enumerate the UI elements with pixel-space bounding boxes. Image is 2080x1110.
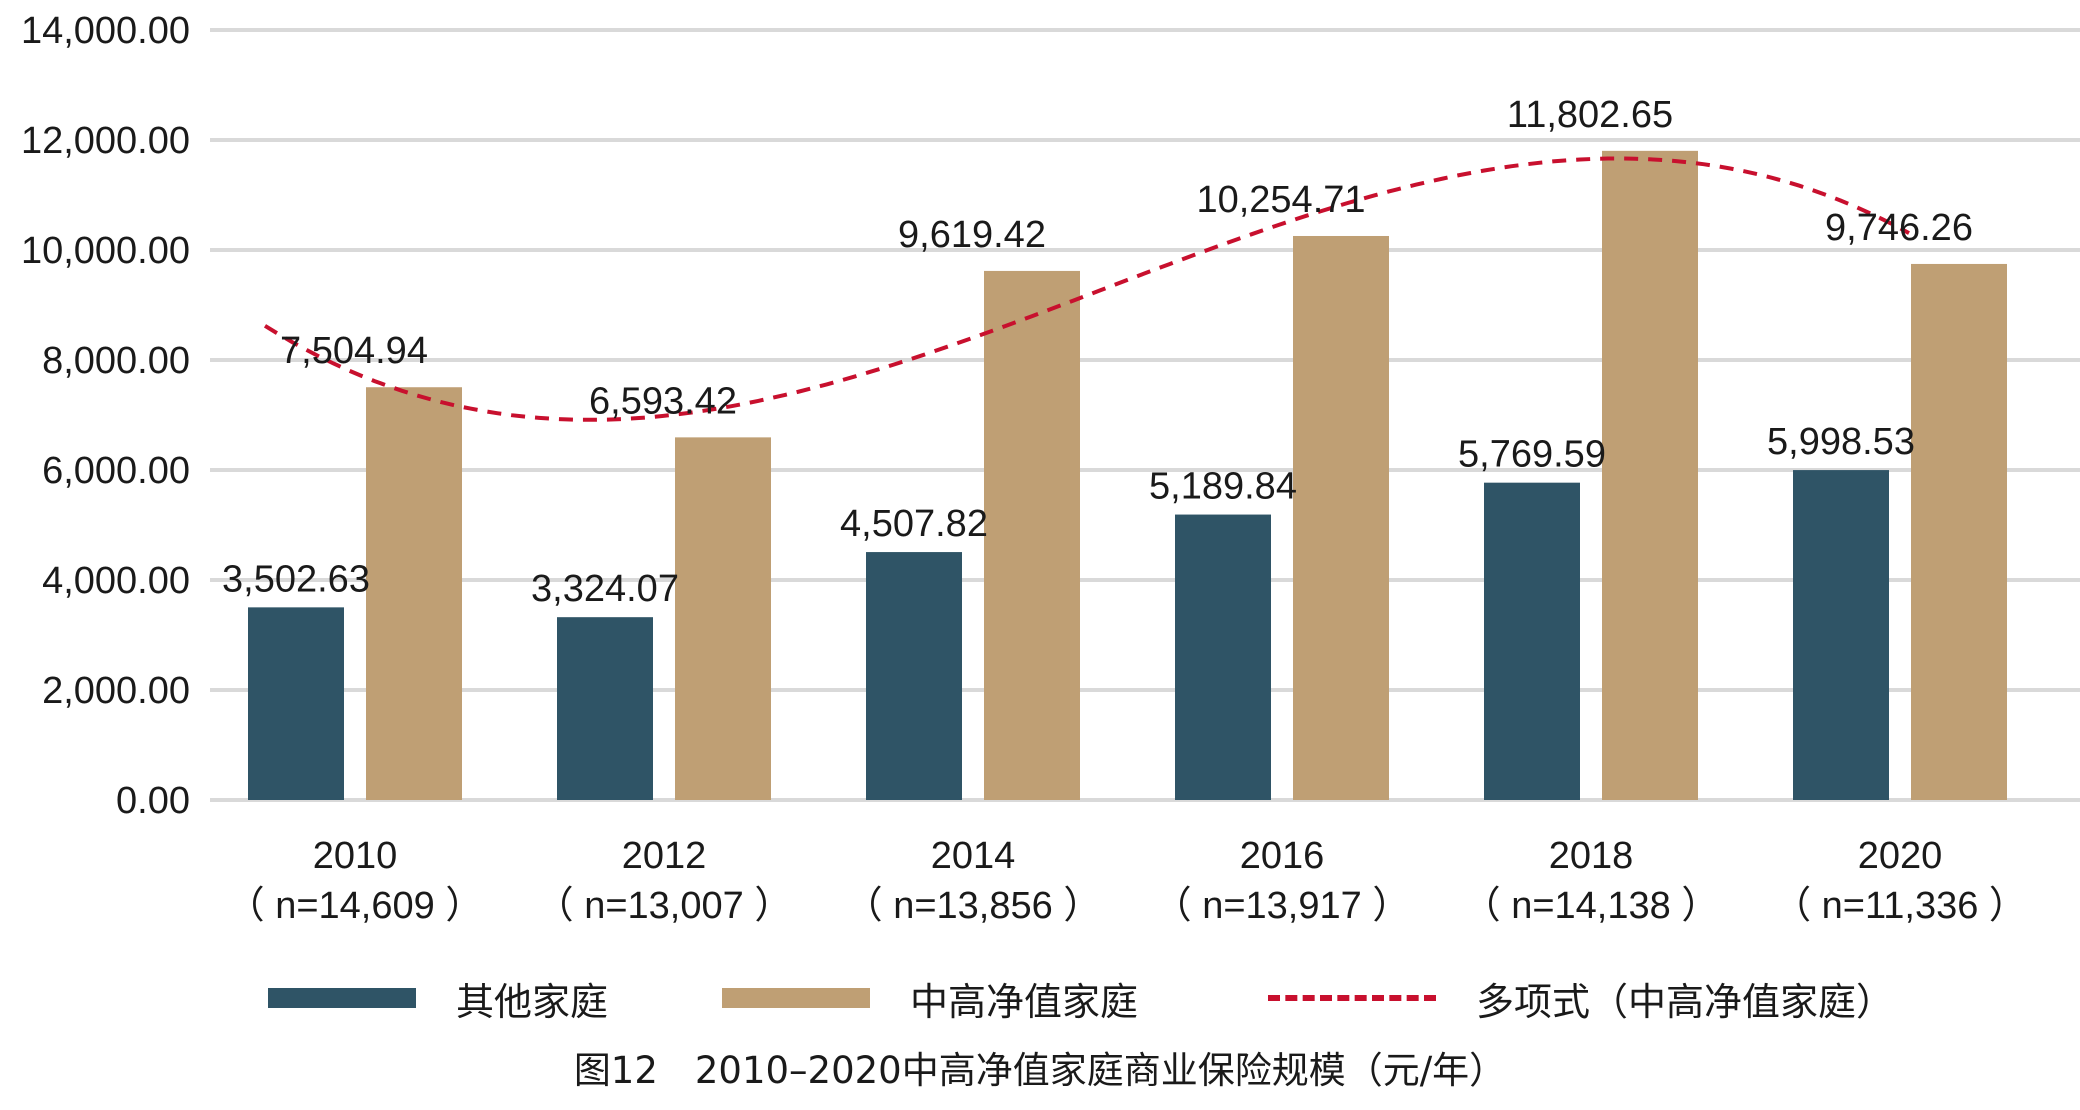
bar-other-households: [1793, 470, 1889, 800]
legend-label-trend: 多项式（中高净值家庭）: [1476, 979, 1895, 1024]
legend-item-other-households: 其他家庭: [268, 958, 608, 1038]
data-label-high-net-worth: 10,254.71: [1196, 179, 1365, 221]
data-label-high-net-worth: 7,504.94: [280, 330, 428, 372]
data-label-high-net-worth: 6,593.42: [589, 380, 737, 422]
bar-high-net-worth: [984, 270, 1080, 800]
data-label-high-net-worth: 9,746.26: [1825, 207, 1973, 249]
bars: [248, 150, 2007, 800]
data-label-other-households: 5,189.84: [1149, 466, 1297, 508]
y-tick-label: 4,000.00: [42, 560, 190, 602]
legend-label-other: 其他家庭: [456, 979, 609, 1024]
x-category-year: 2018: [1549, 835, 1634, 877]
bar-other-households: [1484, 482, 1580, 800]
bar-high-net-worth: [675, 437, 771, 800]
legend-item-polynomial-trend: 多项式（中高净值家庭）: [1268, 958, 1894, 1038]
legend-swatch-other: [268, 988, 416, 1008]
bar-high-net-worth: [1911, 263, 2007, 800]
trendline: [263, 156, 1910, 422]
y-tick-label: 2,000.00: [42, 670, 190, 712]
y-tick-label: 0.00: [116, 780, 190, 822]
bar-high-net-worth: [366, 387, 462, 800]
data-label-high-net-worth: 9,619.42: [898, 214, 1046, 256]
legend: 其他家庭 中高净值家庭 多项式（中高净值家庭）: [0, 958, 2080, 1038]
data-label-other-households: 3,324.07: [531, 568, 679, 610]
y-tick-label: 8,000.00: [42, 340, 190, 382]
figure-caption: 图12 2010–2020中高净值家庭商业保险规模（元/年）: [573, 1049, 1507, 1092]
y-tick-label: 12,000.00: [21, 120, 190, 162]
x-category-sample-size: （ n=13,007 ）: [536, 885, 793, 927]
gridlines: [210, 28, 2080, 802]
bar-other-households: [248, 607, 344, 800]
data-label-high-net-worth: 11,802.65: [1507, 94, 1673, 136]
x-category-sample-size: （ n=14,609 ）: [227, 885, 484, 927]
data-labels: 3,502.63 7,504.94 3,324.07 6,593.42 4,507.82…: [222, 94, 1973, 610]
bar-high-net-worth: [1293, 235, 1389, 800]
x-category-year: 2012: [622, 835, 707, 877]
x-category-sample-size: （ n=14,138 ）: [1463, 885, 1720, 927]
bar-other-households: [557, 617, 653, 800]
y-axis-tick-labels: 0.00 2,000.00 4,000.00 6,000.00 8,000.00 10,0…: [21, 10, 190, 822]
x-category-year: 2014: [931, 835, 1016, 877]
x-category-year: 2010: [313, 835, 398, 877]
legend-swatch-high-net-worth: [722, 988, 870, 1008]
y-tick-label: 6,000.00: [42, 450, 190, 492]
legend-label-high-net-worth: 中高净值家庭: [910, 979, 1139, 1024]
trendline-path: [263, 156, 1910, 422]
x-category-sample-size: （ n=13,917 ）: [1154, 885, 1411, 927]
x-axis-category-labels: 2010 （ n=14,609 ） 2012 （ n=13,007 ） 2014 （ n=…: [227, 835, 2027, 927]
y-tick-label: 10,000.00: [21, 230, 190, 272]
data-label-other-households: 3,502.63: [222, 558, 370, 600]
data-label-other-households: 5,998.53: [1767, 421, 1915, 463]
data-label-other-households: 5,769.59: [1458, 434, 1606, 476]
bar-other-households: [866, 552, 962, 800]
x-category-year: 2020: [1858, 835, 1943, 877]
bar-other-households: [1175, 514, 1271, 800]
data-label-other-households: 4,507.82: [840, 503, 988, 545]
legend-item-high-net-worth: 中高净值家庭: [722, 958, 1138, 1038]
legend-swatch-trend: [1268, 995, 1436, 1001]
y-tick-label: 14,000.00: [21, 10, 190, 52]
bar-high-net-worth: [1602, 150, 1698, 800]
x-category-year: 2016: [1240, 835, 1325, 877]
bar-chart: 0.00 2,000.00 4,000.00 6,000.00 8,000.00 10,0…: [21, 10, 2080, 927]
x-category-sample-size: （ n=11,336 ）: [1773, 885, 2027, 927]
x-category-sample-size: （ n=13,856 ）: [845, 885, 1102, 927]
